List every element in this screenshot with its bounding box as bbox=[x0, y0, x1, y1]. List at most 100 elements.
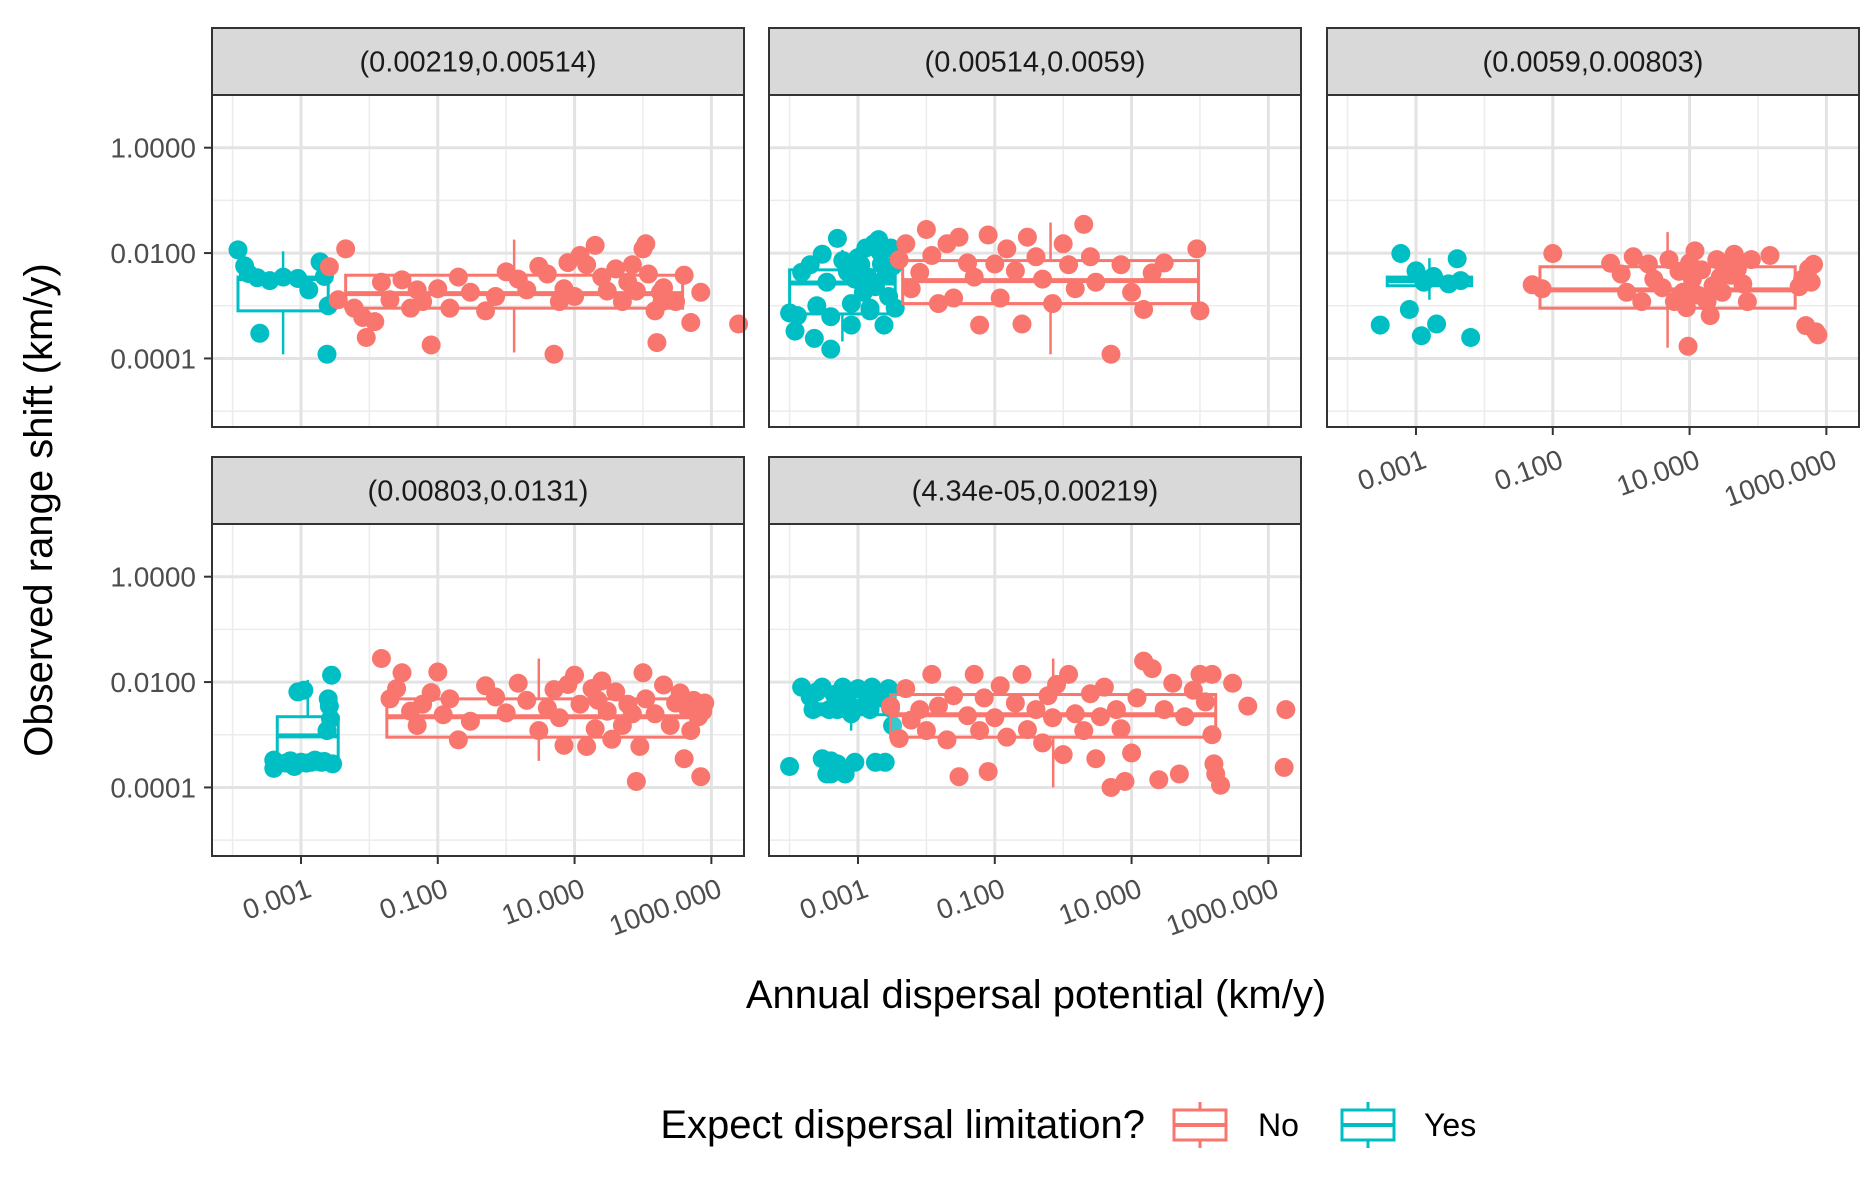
data-point bbox=[674, 265, 694, 285]
data-point bbox=[428, 662, 448, 682]
data-point bbox=[1611, 264, 1631, 284]
data-point bbox=[554, 735, 574, 755]
data-point bbox=[597, 701, 617, 721]
data-point bbox=[1543, 244, 1563, 264]
points-yes bbox=[780, 677, 903, 784]
data-point bbox=[508, 673, 528, 693]
facet-strip-label: (0.0059,0.00803) bbox=[1483, 47, 1704, 79]
data-point bbox=[529, 721, 549, 741]
data-point bbox=[901, 279, 921, 299]
data-point bbox=[922, 664, 942, 684]
data-point bbox=[949, 767, 969, 787]
data-point bbox=[612, 292, 632, 312]
data-point bbox=[681, 313, 701, 333]
data-point bbox=[448, 267, 468, 287]
facet-strip bbox=[211, 27, 745, 96]
data-point bbox=[674, 749, 694, 769]
panel-border bbox=[768, 94, 1302, 428]
data-point bbox=[1053, 234, 1073, 254]
data-point bbox=[1652, 278, 1672, 298]
data-point bbox=[626, 281, 646, 301]
data-point bbox=[1447, 249, 1467, 269]
data-point bbox=[1065, 704, 1085, 724]
y-tick-label: 0.0100 bbox=[110, 238, 196, 269]
data-point bbox=[1202, 725, 1222, 745]
data-point bbox=[729, 314, 749, 334]
data-point bbox=[1617, 282, 1637, 302]
facet-panel: (4.34e-05,0.00219) 0.001 0.100 10.000 1000.0… bbox=[768, 456, 1302, 942]
x-tick-label: 0.100 bbox=[375, 873, 451, 926]
y-tick-label: 0.0001 bbox=[110, 343, 196, 374]
data-point bbox=[990, 288, 1010, 308]
data-point bbox=[486, 286, 506, 306]
data-point bbox=[1005, 693, 1025, 713]
data-point bbox=[1043, 708, 1063, 728]
data-point bbox=[958, 706, 978, 726]
data-point bbox=[1274, 757, 1294, 777]
x-tick-label: 10.000 bbox=[498, 873, 589, 931]
data-point bbox=[622, 255, 642, 275]
data-point bbox=[421, 683, 441, 703]
data-point bbox=[889, 250, 909, 270]
legend-title: Expect dispersal limitation? bbox=[660, 1103, 1145, 1147]
data-point bbox=[1202, 664, 1222, 684]
data-point bbox=[1712, 282, 1732, 302]
data-point bbox=[780, 756, 800, 776]
data-point bbox=[1741, 250, 1761, 270]
data-point bbox=[841, 315, 861, 335]
y-axis-title: Observed range shift (km/y) bbox=[17, 263, 61, 757]
data-point bbox=[392, 270, 412, 290]
data-point bbox=[1724, 244, 1744, 264]
panel-background bbox=[1327, 95, 1859, 427]
data-point bbox=[1427, 314, 1447, 334]
facet-panel: (0.00803,0.0131) 0.0001 0.0100 1.0000 0.001 0… bbox=[110, 456, 745, 942]
data-point bbox=[606, 259, 626, 279]
data-point bbox=[1190, 301, 1210, 321]
points-yes bbox=[1370, 244, 1481, 347]
data-point bbox=[990, 676, 1010, 696]
points-no bbox=[1522, 241, 1828, 356]
data-point bbox=[922, 245, 942, 265]
data-point bbox=[647, 333, 667, 353]
data-point bbox=[896, 679, 916, 699]
data-point bbox=[549, 708, 569, 728]
data-point bbox=[928, 294, 948, 314]
data-point bbox=[817, 272, 837, 292]
facet-strip bbox=[1326, 27, 1860, 96]
panel-border bbox=[211, 94, 745, 428]
points-yes bbox=[780, 228, 905, 359]
data-point bbox=[910, 700, 930, 720]
data-point bbox=[440, 298, 460, 318]
data-point bbox=[636, 689, 656, 709]
data-point bbox=[1195, 692, 1215, 712]
points-yes bbox=[228, 240, 338, 364]
data-point bbox=[1134, 299, 1154, 319]
x-tick-label: 0.100 bbox=[1490, 444, 1566, 497]
legend-label-no: No bbox=[1258, 1107, 1299, 1143]
data-point bbox=[1026, 247, 1046, 267]
data-point bbox=[997, 727, 1017, 747]
data-point bbox=[565, 665, 585, 685]
data-point bbox=[691, 767, 711, 787]
y-tick-label: 1.0000 bbox=[110, 562, 196, 593]
data-point bbox=[821, 339, 841, 359]
data-point bbox=[944, 288, 964, 308]
data-point bbox=[964, 664, 984, 684]
data-point bbox=[885, 298, 905, 318]
data-point bbox=[1532, 279, 1552, 299]
legend-key-no bbox=[1172, 1102, 1228, 1148]
data-point bbox=[978, 762, 998, 782]
data-point bbox=[1737, 292, 1757, 312]
x-tick-label: 0.001 bbox=[796, 873, 872, 926]
data-point bbox=[889, 728, 909, 748]
data-point bbox=[691, 282, 711, 302]
data-point bbox=[1169, 764, 1189, 784]
data-point bbox=[785, 321, 805, 341]
data-point bbox=[592, 671, 612, 691]
data-point bbox=[273, 267, 293, 287]
data-point bbox=[496, 703, 516, 723]
data-point bbox=[1727, 259, 1747, 279]
data-point bbox=[537, 264, 557, 284]
data-point bbox=[577, 255, 597, 275]
data-point bbox=[1238, 696, 1258, 716]
